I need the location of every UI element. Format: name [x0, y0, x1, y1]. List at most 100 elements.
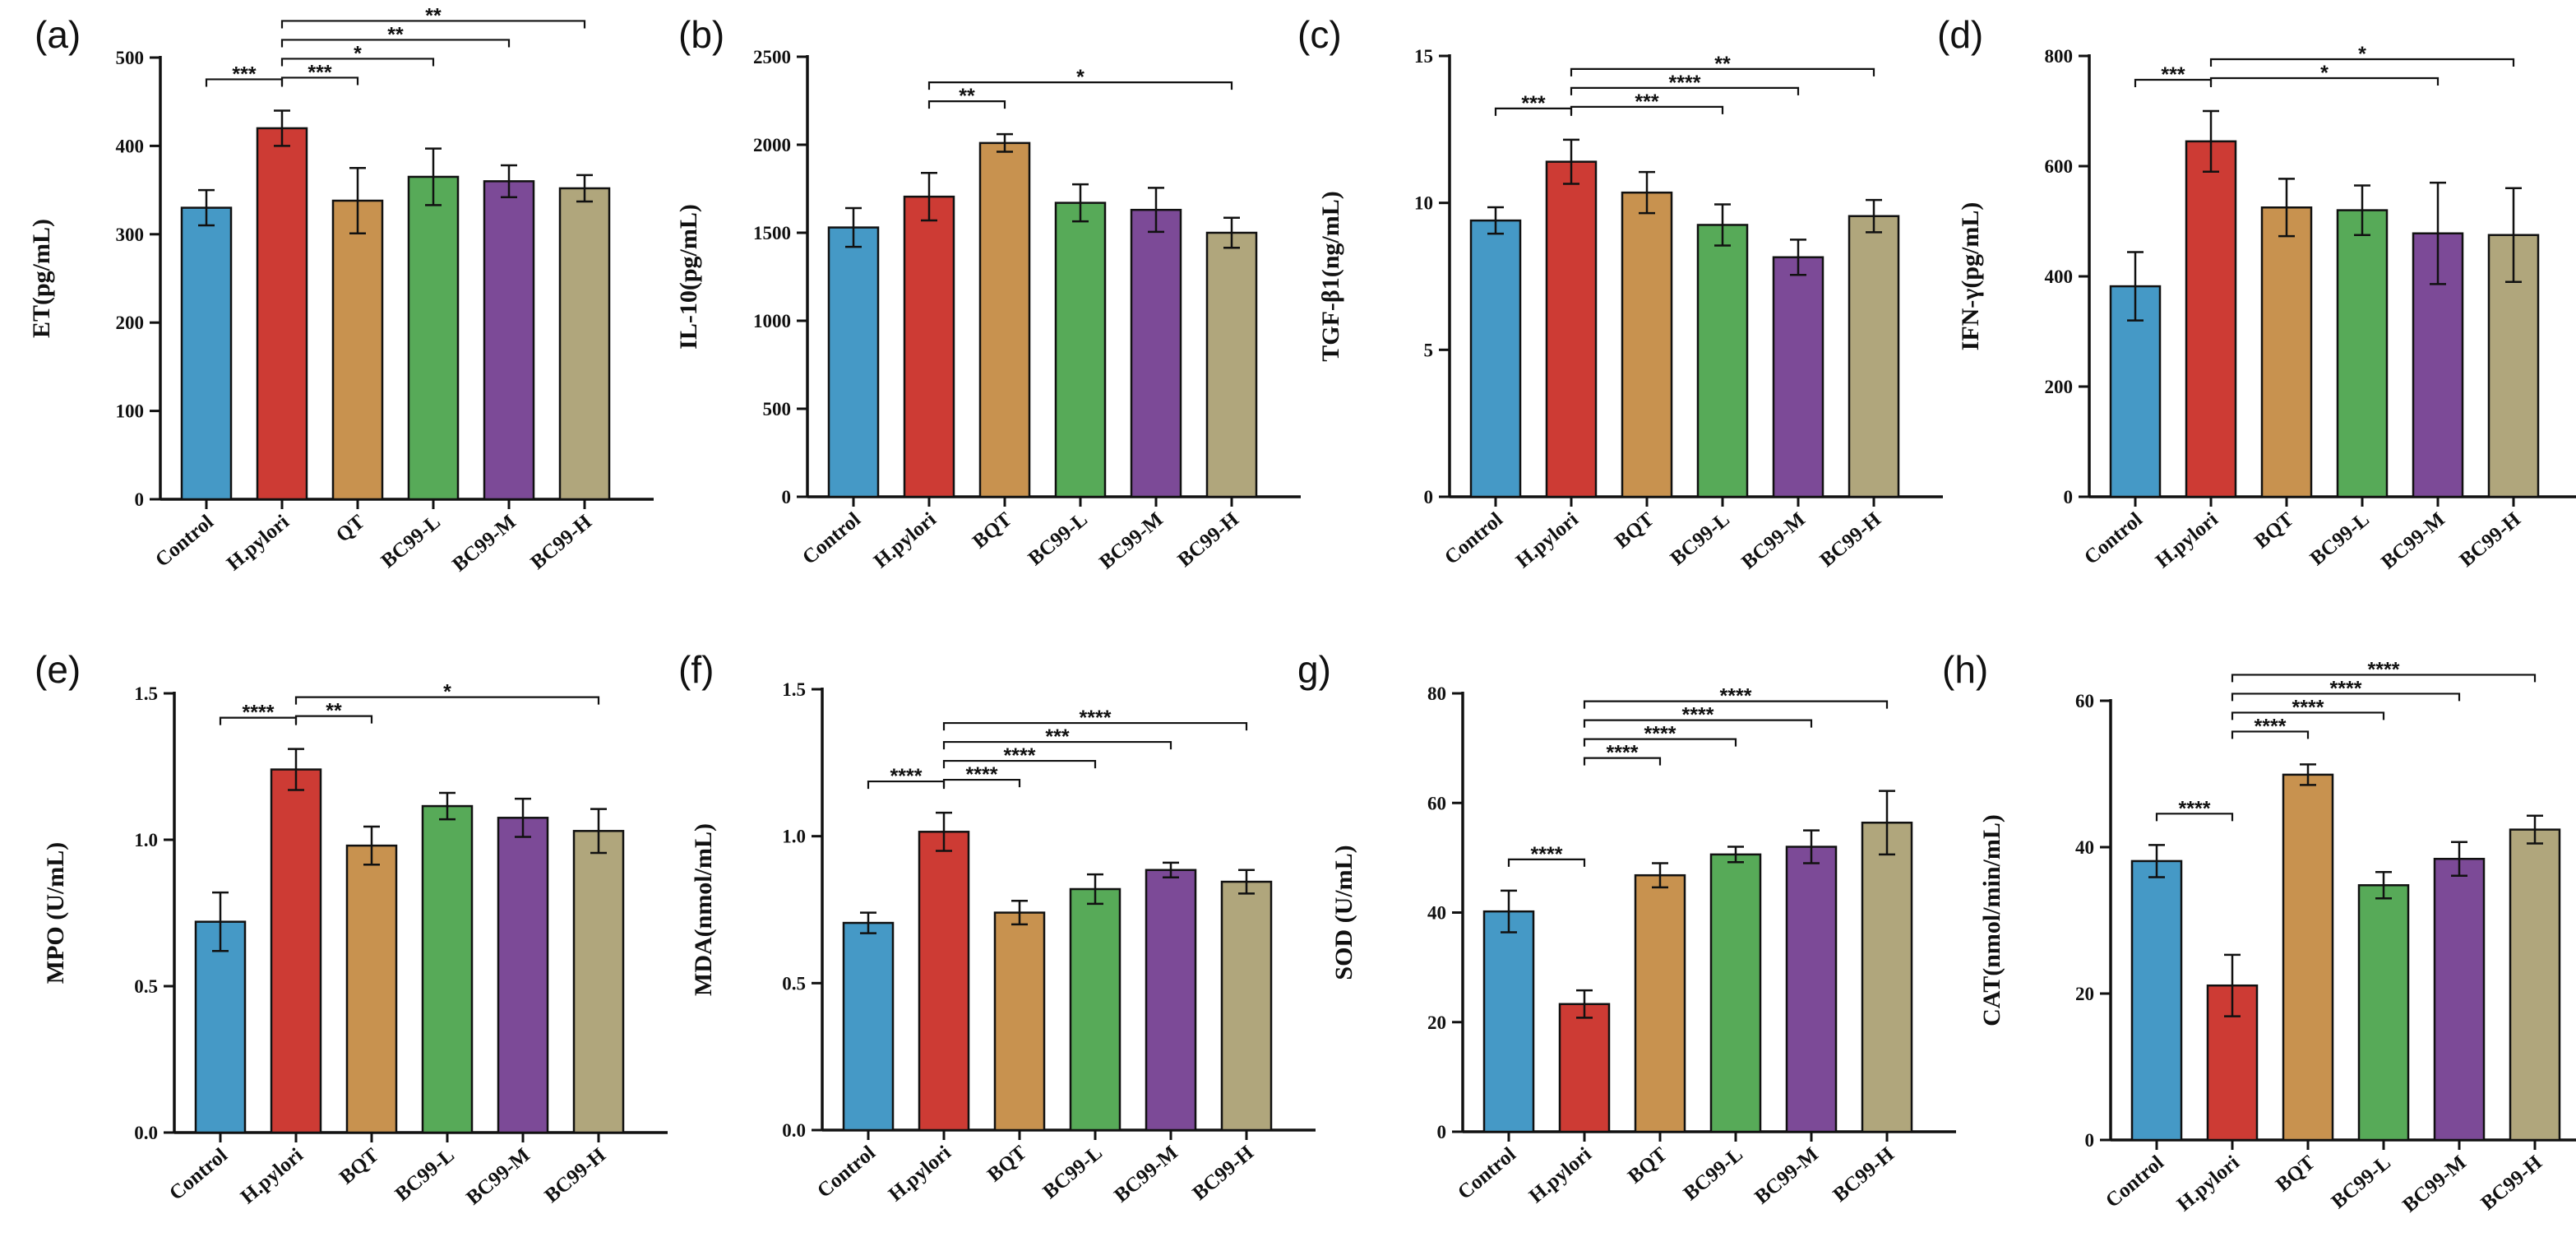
significance-bracket [1583, 700, 1889, 709]
chart-panel: (c) 0 5 10 15 TGF-β1(ng/mL) Control H.pylori BQT… [1297, 13, 1943, 574]
bar-H.pylori [1545, 160, 1598, 498]
bar-BQT [1634, 873, 1686, 1133]
bar-BC99-L [2336, 209, 2389, 498]
significance-bracket [1583, 738, 1737, 747]
x-tick-label: BQT [969, 508, 1016, 554]
bar-BC99-M [483, 180, 535, 501]
x-tick-label: Control [2102, 1151, 2168, 1212]
significance-bracket [294, 715, 373, 724]
y-tick-label: 10 [1414, 193, 1433, 214]
x-tick-label: BC99-M [1737, 508, 1810, 574]
bar-BC99-M [1145, 869, 1197, 1132]
x-tick-label: BC99-L [377, 511, 445, 572]
bar-H.pylori [2185, 140, 2237, 498]
bar-BC99-L [421, 804, 474, 1134]
y-tick-label: 400 [116, 136, 145, 156]
significance-label: *** [1635, 90, 1658, 114]
panel-letter: (a) [35, 13, 81, 56]
x-tick-label: BC99-H [540, 1144, 610, 1207]
significance-bracket [927, 100, 1006, 109]
bar-BC99-L [1054, 202, 1107, 498]
significance-label: **** [1669, 72, 1701, 95]
significance-label: ** [1714, 53, 1731, 76]
bar-BQT [2260, 206, 2313, 498]
bar-H.pylori [1558, 1003, 1611, 1133]
y-tick-label: 300 [116, 225, 145, 245]
x-tick-label: BC99-M [1750, 1143, 1823, 1209]
significance-label: * [2320, 62, 2329, 85]
significance-label: **** [1720, 685, 1752, 708]
significance-label: **** [2292, 696, 2324, 719]
significance-label: **** [1004, 744, 1036, 767]
significance-label: ** [387, 23, 404, 46]
y-axis-title: ET(pg/mL) [28, 219, 55, 338]
bar-Control [827, 226, 880, 498]
significance-label: *** [308, 61, 331, 84]
x-tick-label: BC99-H [1188, 1142, 1258, 1205]
y-tick-label: 0 [135, 489, 145, 510]
significance-label: * [443, 681, 451, 704]
y-tick-label: 0.0 [134, 1123, 158, 1143]
y-tick-label: 0 [2064, 487, 2074, 507]
chart-panel: (b) 0 500 1000 1500 2000 2500 IL-10(pg/mL) Contr… [675, 13, 1301, 574]
bar-H.pylori [918, 831, 970, 1132]
x-tick-label: Control [165, 1144, 232, 1205]
x-tick-label: BC99-M [462, 1144, 534, 1210]
bar-QT [331, 199, 384, 501]
panel-letter: g) [1297, 648, 1331, 691]
y-tick-label: 500 [116, 48, 145, 68]
y-axis-title: SOD (U/mL) [1330, 845, 1357, 980]
y-tick-label: 1.0 [782, 827, 806, 847]
significance-bracket [942, 778, 1021, 788]
significance-bracket [1583, 757, 1662, 766]
bar-H.pylori [270, 768, 322, 1134]
bar-Control [1469, 219, 1522, 498]
significance-label: **** [1644, 723, 1676, 746]
bar-BC99-M [2433, 857, 2486, 1142]
y-tick-label: 40 [2075, 837, 2094, 858]
y-tick-label: 2500 [753, 47, 791, 67]
y-tick-label: 0.0 [782, 1120, 806, 1141]
significance-bracket [1570, 105, 1724, 114]
chart-panel: (d) 0 200 400 600 800 IFN-γ(pg/mL) Control H.pyl… [1937, 13, 2576, 574]
x-tick-label: H.pylori [2152, 508, 2222, 572]
x-tick-label: BC99-H [1815, 508, 1885, 572]
x-tick-label: BC99-H [2455, 508, 2525, 572]
y-tick-label: 100 [116, 401, 145, 422]
y-tick-label: 400 [2045, 266, 2074, 287]
x-tick-label: BC99-L [1024, 508, 1092, 570]
y-tick-label: 200 [2045, 377, 2074, 397]
x-tick-label: Control [798, 508, 865, 569]
x-tick-label: BC99-M [448, 511, 520, 577]
bar-Control [2130, 859, 2183, 1142]
significance-bracket [942, 759, 1097, 769]
bar-BC99-M [1130, 208, 1182, 498]
y-tick-label: 1500 [753, 223, 791, 243]
significance-bracket [927, 81, 1233, 90]
significance-bracket [942, 721, 1248, 731]
chart-panel: (f) 0.0 0.5 1.0 1.5 MDA(nmol/mL) Control H.pylo… [678, 648, 1316, 1207]
significance-label: **** [2179, 797, 2211, 820]
y-tick-label: 0 [1424, 487, 1434, 507]
significance-label: **** [1682, 704, 1714, 727]
significance-bracket [2155, 813, 2234, 822]
y-tick-label: 5 [1424, 340, 1434, 360]
significance-bracket [942, 740, 1172, 750]
significance-bracket [2209, 58, 2515, 67]
x-tick-label: QT [332, 511, 369, 547]
y-tick-label: 1.5 [134, 683, 158, 704]
x-tick-label: BC99-L [1680, 1143, 1747, 1205]
x-tick-label: BC99-H [1173, 508, 1243, 572]
x-tick-label: BQT [335, 1144, 383, 1189]
panel-letter: (h) [1942, 648, 1988, 691]
panel-letter: (f) [678, 648, 714, 691]
x-tick-label: BQT [1624, 1143, 1672, 1188]
significance-bracket [2209, 76, 2440, 86]
y-tick-label: 60 [2075, 691, 2094, 711]
x-tick-label: BQT [2272, 1151, 2319, 1197]
x-tick-label: BQT [1611, 508, 1658, 554]
y-tick-label: 80 [1427, 683, 1446, 704]
x-tick-label: Control [151, 511, 218, 572]
bar-BQT [2282, 773, 2334, 1142]
